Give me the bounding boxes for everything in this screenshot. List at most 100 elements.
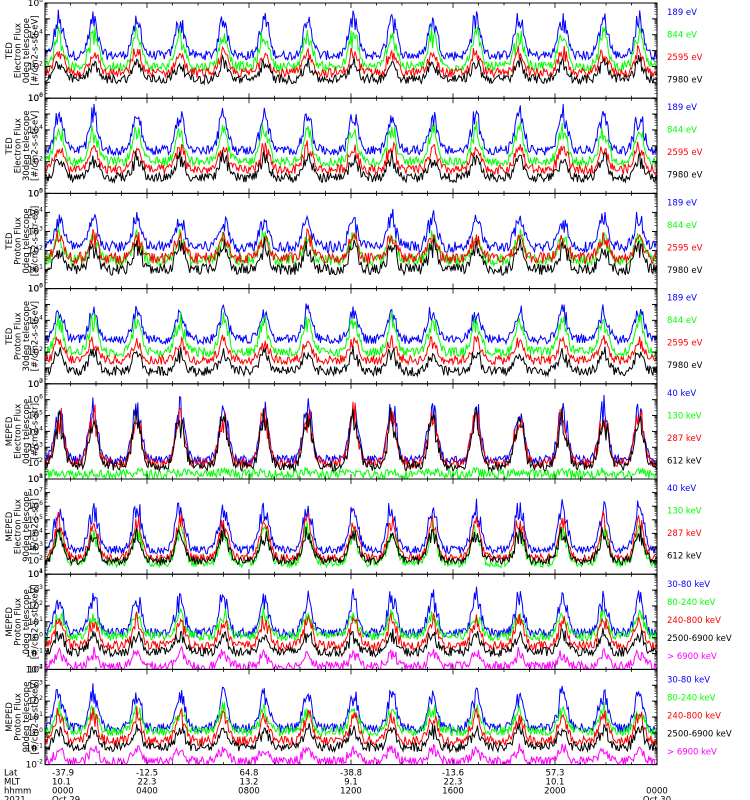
series-30-80-kev-trace: [45, 586, 657, 639]
y-axis-label-line: [#/cm2-s-str-keV]: [31, 680, 41, 755]
time-axis-row-label: 2021: [4, 796, 26, 800]
y-axis-label-line: MEPED: [5, 606, 15, 636]
y-axis-label-line: 30deg telescope: [22, 110, 32, 181]
series-7980-ev-trace: [45, 150, 657, 184]
legend-entry: 40 keV: [667, 484, 696, 494]
y-axis-label-line: Electron Flux: [14, 404, 24, 459]
legend-entry: 189 eV: [667, 198, 697, 208]
lat-value: -38.8: [340, 769, 362, 779]
panel-4-traces: [45, 303, 657, 378]
legend-entry: 7980 eV: [667, 76, 703, 86]
y-axis-label-line: 0deg telescope: [22, 399, 32, 464]
series-612-kev-trace: [45, 407, 657, 473]
time-axis-row-label: hhmm: [4, 787, 31, 797]
series-240-800-kev-trace: [45, 611, 657, 652]
legend-entry: 2500-6900 keV: [667, 634, 732, 644]
hhmm-value: 1600: [442, 787, 464, 797]
series-7980-ev-trace: [45, 54, 657, 86]
y-tick-label: 106: [28, 0, 43, 9]
y-axis-label-line: [#/cm2-s-str-eV]: [31, 301, 41, 371]
legend-entry: 2500-6900 keV: [667, 729, 732, 739]
y-axis-label-line: [#/cm2-s-str-eV]: [31, 206, 41, 276]
y-tick-label: 107: [28, 378, 43, 390]
lat-value: 64.8: [240, 769, 259, 779]
y-axis-label-line: [#/cm2-s-str-eV]: [31, 111, 41, 181]
y-axis-label-line: Proton Flux: [14, 693, 24, 741]
panel-2-frame: [44, 97, 658, 194]
series-189-ev-trace: [45, 208, 657, 254]
y-axis-label-line: 0deg telescope: [22, 589, 32, 654]
legend-entry: 189 eV: [667, 294, 697, 304]
panel-4-frame: [44, 288, 658, 385]
y-axis-label-line: Electron Flux: [14, 118, 24, 173]
series-2595-ev-trace: [45, 227, 657, 266]
y-axis-label-line: [#/cm2-s-str-eV]: [31, 15, 41, 85]
series-2595-ev-trace: [45, 334, 657, 367]
panel-3-traces: [45, 208, 657, 277]
hhmm-value: 1200: [340, 787, 362, 797]
legend-entry: 240-800 keV: [667, 711, 721, 721]
mlt-value: 10.1: [546, 778, 565, 788]
series-189-ev-trace: [45, 9, 657, 62]
y-axis-label-line: 90deg telescope: [22, 682, 32, 753]
series-2595-ev-trace: [45, 44, 657, 80]
legend-entry: > 6900 keV: [667, 652, 717, 662]
series-2595-ev-trace: [45, 140, 657, 176]
panel-2-traces: [45, 103, 657, 184]
hhmm-value: 0000: [646, 787, 668, 797]
legend-entry: 130 keV: [667, 411, 702, 421]
legend-entry: 80-240 keV: [667, 598, 716, 608]
y-tick-label: 108: [28, 473, 43, 485]
legend-entry: 2595 eV: [667, 148, 703, 158]
lat-value: -13.6: [442, 769, 464, 779]
y-axis-label-line: MEPED: [5, 511, 15, 541]
y-tick-label: 104: [28, 568, 43, 580]
lat-value: -12.5: [136, 769, 158, 779]
mlt-value: 22.3: [444, 778, 463, 788]
date-value: Oct 30: [643, 796, 671, 800]
series-189-ev-trace: [45, 303, 657, 346]
y-axis-label-line: Proton Flux: [14, 217, 24, 265]
series-130-kev-trace: [45, 520, 657, 569]
series-844-ev-trace: [45, 26, 657, 73]
legend-entry: 2595 eV: [667, 339, 703, 349]
time-axis-row-label: MLT: [4, 778, 21, 788]
y-axis-label-line: TED: [5, 42, 15, 61]
series-2500-6900-kev-trace: [45, 723, 657, 754]
hhmm-value: 2000: [544, 787, 566, 797]
y-axis-label-line: MEPED: [5, 416, 15, 446]
legend-entry: 130 keV: [667, 507, 702, 517]
legend-entry: 30-80 keV: [667, 675, 710, 685]
legend-entry: 80-240 keV: [667, 693, 716, 703]
mlt-value: 13.2: [240, 778, 259, 788]
panel-6-traces: [45, 498, 657, 569]
series-80-240-kev-trace: [45, 606, 657, 643]
date-value: Oct 29: [52, 796, 80, 800]
legend-entry: 612 keV: [667, 552, 702, 562]
y-tick-label: 106: [28, 283, 43, 295]
y-axis-label-line: Electron Flux: [14, 499, 24, 554]
legend-entry: 287 keV: [667, 434, 702, 444]
panel-8-traces: [45, 683, 657, 765]
series-2500-6900-kev-trace: [45, 627, 657, 658]
y-axis-label-line: TED: [5, 137, 15, 156]
legend-entry: 844 eV: [667, 31, 697, 41]
legend-entry: 189 eV: [667, 103, 697, 113]
lat-value: 57.3: [546, 769, 565, 779]
y-tick-label: 10-2: [26, 759, 44, 771]
y-tick-label: 106: [28, 92, 43, 104]
series-189-ev-trace: [45, 103, 657, 157]
legend-entry: 30-80 keV: [667, 580, 710, 590]
panel-5-traces: [45, 394, 657, 479]
legend-entry: 40 keV: [667, 389, 696, 399]
y-axis-label-line: 30deg telescope: [22, 301, 32, 372]
legend-entry: 2595 eV: [667, 243, 703, 253]
hhmm-value: 0800: [238, 787, 260, 797]
mlt-value: 22.3: [138, 778, 157, 788]
